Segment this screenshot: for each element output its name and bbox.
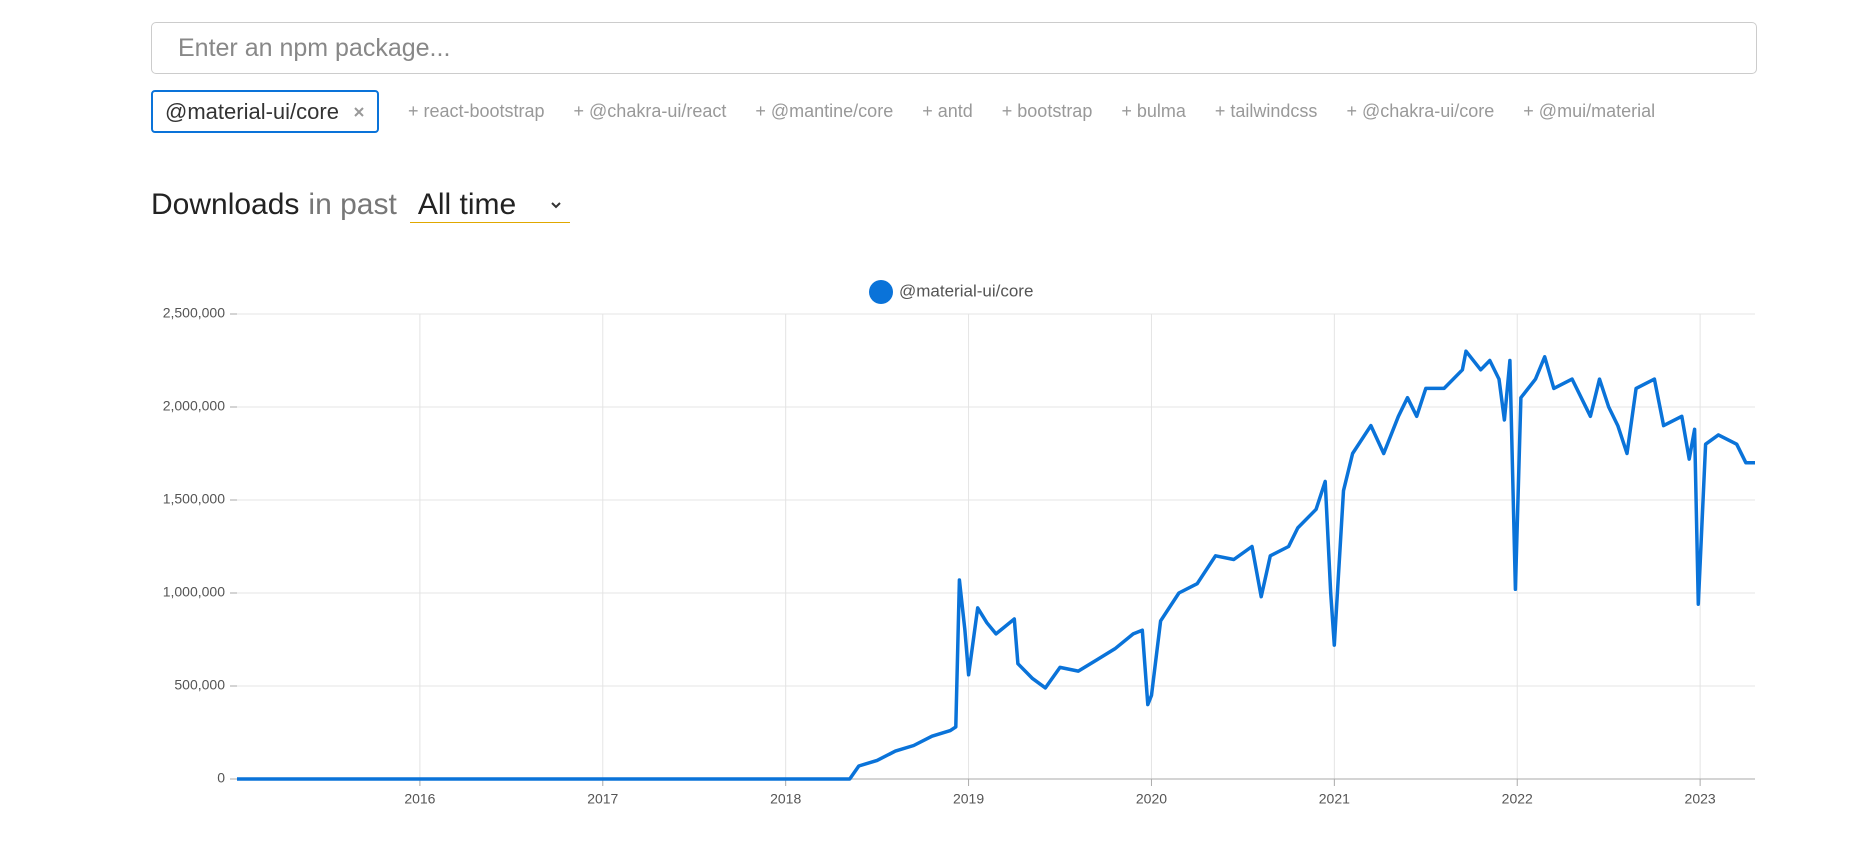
heading-rest: in past xyxy=(308,188,397,221)
heading-strong: Downloads xyxy=(151,188,300,221)
suggestion[interactable]: + react-bootstrap xyxy=(408,101,545,122)
search-input[interactable]: Enter an npm package... xyxy=(151,22,1757,74)
x-tick-label: 2020 xyxy=(1136,791,1167,807)
suggestion[interactable]: + @mantine/core xyxy=(755,101,893,122)
suggestion[interactable]: + @mui/material xyxy=(1523,101,1655,122)
suggestion-prefix: + xyxy=(1121,101,1132,121)
suggestion-label: react-bootstrap xyxy=(423,101,545,121)
legend-dot xyxy=(869,280,893,304)
x-tick-label: 2018 xyxy=(770,791,801,807)
y-tick-label: 1,500,000 xyxy=(163,491,225,507)
legend-label: @material-ui/core xyxy=(899,281,1033,300)
suggestion-label: @chakra-ui/react xyxy=(589,101,727,121)
x-tick-label: 2017 xyxy=(587,791,618,807)
period-select[interactable]: All time xyxy=(409,188,570,223)
x-tick-label: 2023 xyxy=(1685,791,1716,807)
suggestion-prefix: + xyxy=(1214,101,1226,121)
suggestion[interactable]: + bootstrap xyxy=(1002,101,1093,122)
suggestion-prefix: + xyxy=(922,101,933,121)
chip-label: @material-ui/core xyxy=(165,98,339,124)
x-tick-label: 2022 xyxy=(1502,791,1533,807)
suggestion[interactable]: + bulma xyxy=(1121,101,1186,122)
y-tick-label: 1,000,000 xyxy=(163,584,225,600)
x-tick-label: 2016 xyxy=(404,791,435,807)
y-tick-label: 0 xyxy=(217,770,225,786)
chevron-icon xyxy=(551,202,561,209)
suggestion-label: @chakra-ui/core xyxy=(1361,101,1495,121)
series-line xyxy=(237,349,1755,781)
y-tick-label: 2,000,000 xyxy=(163,398,225,414)
suggestion-label: @mantine/core xyxy=(770,101,894,121)
x-tick-label: 2021 xyxy=(1319,791,1350,807)
heading: Downloads in past All time xyxy=(151,188,570,223)
chip-close-icon[interactable] xyxy=(353,106,365,118)
suggestion[interactable]: + @chakra-ui/core xyxy=(1346,101,1494,122)
suggestion-prefix: + xyxy=(1346,101,1357,121)
suggestion-prefix: + xyxy=(1001,101,1013,121)
period-label: All time xyxy=(417,188,517,221)
suggestion-prefix: + xyxy=(1523,101,1534,121)
x-tick-label: 2019 xyxy=(953,791,984,807)
suggestion-label: bootstrap xyxy=(1017,101,1093,121)
y-tick-label: 2,500,000 xyxy=(163,305,225,321)
suggestion-prefix: + xyxy=(407,101,419,121)
suggestion-prefix: + xyxy=(755,101,766,121)
y-tick-label: 500,000 xyxy=(174,677,225,693)
suggestion[interactable]: + tailwindcss xyxy=(1215,101,1318,122)
suggestion-prefix: + xyxy=(573,101,585,121)
suggestion[interactable]: + antd xyxy=(922,101,973,122)
suggestion-label: antd xyxy=(937,101,973,121)
selected-chip[interactable]: @material-ui/core xyxy=(151,90,379,133)
suggestion-label: tailwindcss xyxy=(1230,101,1318,121)
suggestion-label: @mui/material xyxy=(1538,101,1656,121)
package-row: @material-ui/core + react-bootstrap + @chak… xyxy=(151,90,1655,133)
suggestion-label: bulma xyxy=(1136,101,1186,121)
suggestion[interactable]: + @chakra-ui/react xyxy=(574,101,727,122)
